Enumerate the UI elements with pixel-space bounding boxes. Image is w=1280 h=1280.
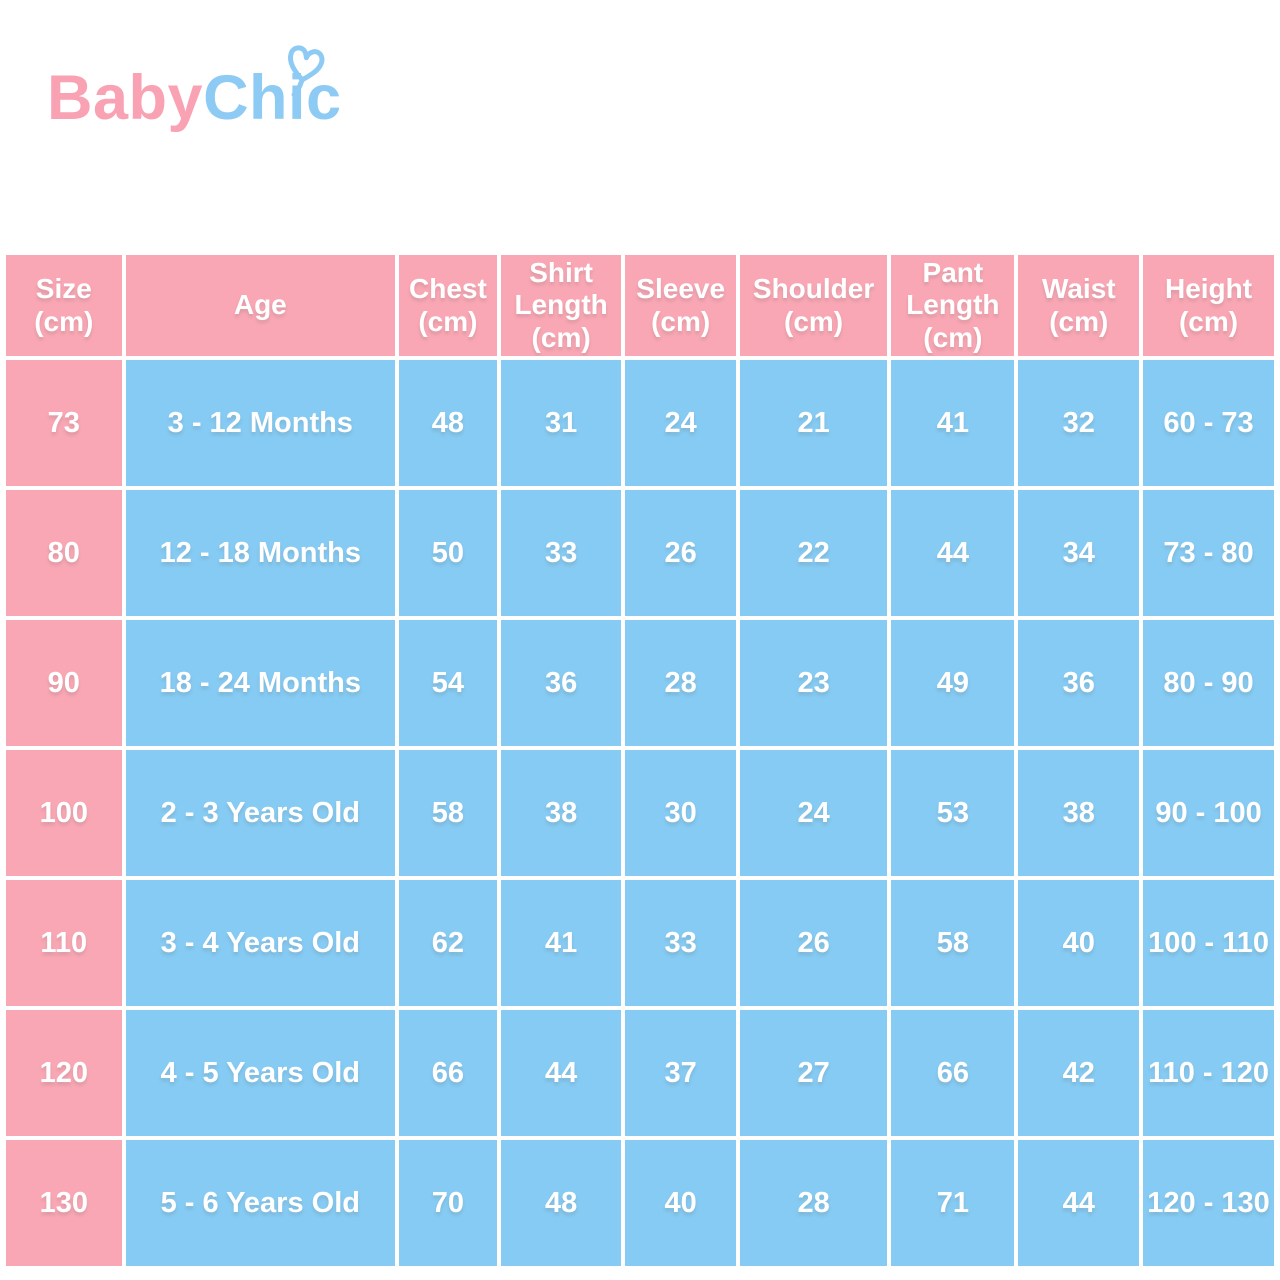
size-chart-table: Size (cm) Age Chest (cm) Shirt Length (c… [4,253,1276,1268]
cell-pant-length: 53 [889,748,1017,878]
col-header-chest: Chest (cm) [397,253,499,358]
cell-waist: 40 [1016,878,1142,1008]
row-header-size: 110 [4,878,124,1008]
col-header-shoulder: Shoulder (cm) [737,253,890,358]
row-header-size: 73 [4,358,124,488]
col-header-sleeve: Sleeve (cm) [623,253,738,358]
cell-shirt-length: 48 [498,1138,624,1268]
cell-pant-length: 58 [889,878,1017,1008]
cell-pant-length: 41 [889,358,1017,488]
table-row-size-100: 100 2 - 3 Years Old 58 38 30 24 53 38 90… [4,748,1276,878]
table-row-size-73: 73 3 - 12 Months 48 31 24 21 41 32 60 - … [4,358,1276,488]
cell-height: 73 - 80 [1141,488,1276,618]
cell-shoulder: 22 [737,488,890,618]
cell-height: 100 - 110 [1141,878,1276,1008]
row-header-size: 90 [4,618,124,748]
col-header-height: Height (cm) [1141,253,1276,358]
cell-shirt-length: 44 [498,1008,624,1138]
col-header-pant-length: Pant Length (cm) [889,253,1017,358]
cell-age: 18 - 24 Months [123,618,398,748]
cell-waist: 42 [1016,1008,1142,1138]
cell-shoulder: 26 [737,878,890,1008]
cell-sleeve: 26 [623,488,738,618]
table-row-size-80: 80 12 - 18 Months 50 33 26 22 44 34 73 -… [4,488,1276,618]
cell-height: 90 - 100 [1141,748,1276,878]
cell-sleeve: 40 [623,1138,738,1268]
cell-chest: 62 [397,878,499,1008]
cell-chest: 48 [397,358,499,488]
cell-age: 3 - 4 Years Old [123,878,398,1008]
cell-height: 60 - 73 [1141,358,1276,488]
cell-height: 120 - 130 [1141,1138,1276,1268]
cell-height: 110 - 120 [1141,1008,1276,1138]
cell-sleeve: 30 [623,748,738,878]
row-header-size: 120 [4,1008,124,1138]
cell-chest: 50 [397,488,499,618]
cell-sleeve: 24 [623,358,738,488]
table-row-size-90: 90 18 - 24 Months 54 36 28 23 49 36 80 -… [4,618,1276,748]
cell-shoulder: 23 [737,618,890,748]
brand-logo: BabyChic [47,45,342,140]
cell-sleeve: 37 [623,1008,738,1138]
col-header-shirt-length: Shirt Length (cm) [498,253,624,358]
logo-text-chic: Chic [203,63,342,133]
cell-waist: 32 [1016,358,1142,488]
cell-age: 2 - 3 Years Old [123,748,398,878]
col-header-age: Age [123,253,398,358]
col-header-waist: Waist (cm) [1016,253,1142,358]
cell-chest: 66 [397,1008,499,1138]
cell-waist: 44 [1016,1138,1142,1268]
table-row-size-110: 110 3 - 4 Years Old 62 41 33 26 58 40 10… [4,878,1276,1008]
cell-shoulder: 24 [737,748,890,878]
cell-waist: 34 [1016,488,1142,618]
cell-pant-length: 66 [889,1008,1017,1138]
cell-shirt-length: 41 [498,878,624,1008]
cell-shirt-length: 36 [498,618,624,748]
cell-shoulder: 28 [737,1138,890,1268]
cell-shirt-length: 33 [498,488,624,618]
cell-chest: 54 [397,618,499,748]
cell-shoulder: 21 [737,358,890,488]
table-row-size-130: 130 5 - 6 Years Old 70 48 40 28 71 44 12… [4,1138,1276,1268]
cell-chest: 70 [397,1138,499,1268]
cell-age: 4 - 5 Years Old [123,1008,398,1138]
cell-waist: 36 [1016,618,1142,748]
cell-sleeve: 28 [623,618,738,748]
row-header-size: 130 [4,1138,124,1268]
cell-age: 12 - 18 Months [123,488,398,618]
cell-pant-length: 49 [889,618,1017,748]
cell-shirt-length: 31 [498,358,624,488]
cell-sleeve: 33 [623,878,738,1008]
cell-age: 5 - 6 Years Old [123,1138,398,1268]
row-header-size: 80 [4,488,124,618]
cell-chest: 58 [397,748,499,878]
cell-shirt-length: 38 [498,748,624,878]
cell-waist: 38 [1016,748,1142,878]
col-header-size: Size (cm) [4,253,124,358]
cell-shoulder: 27 [737,1008,890,1138]
cell-pant-length: 44 [889,488,1017,618]
logo-text-baby: Baby [47,63,204,133]
cell-pant-length: 71 [889,1138,1017,1268]
cell-height: 80 - 90 [1141,618,1276,748]
header-row: Size (cm) Age Chest (cm) Shirt Length (c… [4,253,1276,358]
table-row-size-120: 120 4 - 5 Years Old 66 44 37 27 66 42 11… [4,1008,1276,1138]
row-header-size: 100 [4,748,124,878]
cell-age: 3 - 12 Months [123,358,398,488]
